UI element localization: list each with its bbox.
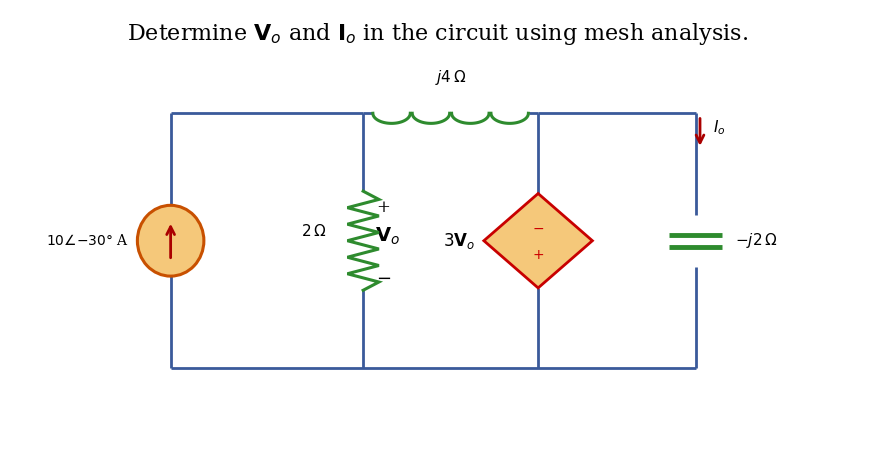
Text: $I_o$: $I_o$ xyxy=(713,118,725,137)
Text: $j4\,\Omega$: $j4\,\Omega$ xyxy=(435,68,466,87)
Ellipse shape xyxy=(137,205,204,276)
Text: $3\mathbf{V}_o$: $3\mathbf{V}_o$ xyxy=(443,231,475,251)
Text: $\mathbf{V}_o$: $\mathbf{V}_o$ xyxy=(375,225,401,247)
Text: −: − xyxy=(376,270,391,287)
Text: +: + xyxy=(376,199,390,216)
Text: +: + xyxy=(532,248,544,262)
Text: $-j2\,\Omega$: $-j2\,\Omega$ xyxy=(735,231,777,250)
Polygon shape xyxy=(484,194,592,288)
Text: Determine $\mathbf{V}_o$ and $\mathbf{I}_o$ in the circuit using mesh analysis.: Determine $\mathbf{V}_o$ and $\mathbf{I}… xyxy=(127,21,748,47)
Text: $10\angle{-30°}$ A: $10\angle{-30°}$ A xyxy=(46,233,129,248)
Text: −: − xyxy=(532,222,544,236)
Text: $2\,\Omega$: $2\,\Omega$ xyxy=(301,223,326,239)
